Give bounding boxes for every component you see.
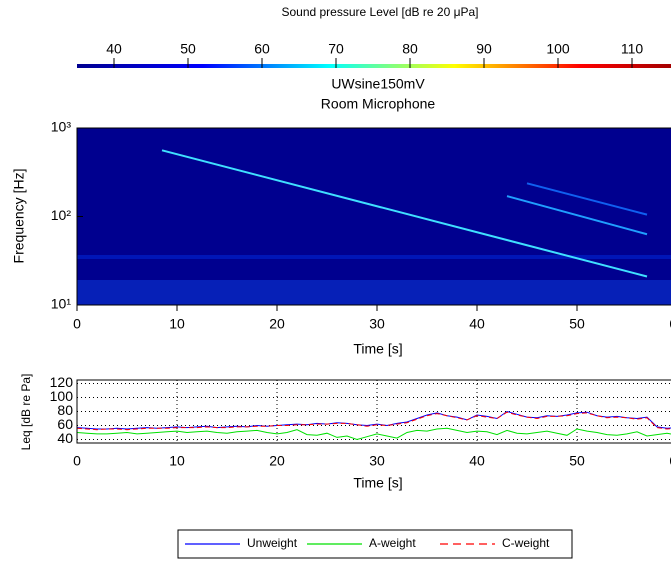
sweep-line <box>526 182 648 216</box>
spectrogram-background <box>77 128 671 305</box>
series-line <box>77 410 671 430</box>
x-tick-label: 40 <box>469 316 485 332</box>
colorbar-tick-label: 80 <box>402 41 418 57</box>
x-axis-label: Time [s] <box>353 475 402 491</box>
y-tick-label: 10² <box>51 207 72 223</box>
y-tick-label: 40 <box>57 430 73 446</box>
plot-area <box>77 128 671 305</box>
x-tick-label: 0 <box>73 316 81 332</box>
colorbar-tick-label: 60 <box>254 41 270 57</box>
x-axis-label: Time [s] <box>353 341 402 357</box>
sweep-line <box>506 195 648 236</box>
noise-band <box>77 280 671 305</box>
x-tick-label: 30 <box>369 453 385 469</box>
x-tick-label: 0 <box>73 453 81 469</box>
y-tick-label: 80 <box>57 402 73 418</box>
y-tick-label: 60 <box>57 416 73 432</box>
sweep-line <box>161 149 648 278</box>
x-tick-label: 30 <box>369 316 385 332</box>
series-line <box>77 411 671 431</box>
x-tick-label: 20 <box>269 453 285 469</box>
legend: Unweight A-weight C-weight <box>177 529 573 559</box>
y-axis-label: Leq [dB re Pa] <box>19 374 33 451</box>
chart-subtitle: Room Microphone <box>321 96 436 112</box>
colorbar-tick-label: 50 <box>180 41 196 57</box>
legend-box <box>177 529 573 559</box>
series-line <box>77 427 671 441</box>
colorbar-title: Sound pressure Level [dB re 20 μPa] <box>281 5 478 19</box>
colorbar-tick-label: 90 <box>476 41 492 57</box>
legend-label: Unweight <box>247 536 298 550</box>
x-tick-label: 10 <box>169 316 185 332</box>
y-axis-label: Frequency [Hz] <box>11 169 27 264</box>
y-tick-label: 120 <box>50 374 74 390</box>
x-tick-label: 20 <box>269 316 285 332</box>
y-tick-label: 10¹ <box>51 296 72 312</box>
x-tick-label: 50 <box>569 453 585 469</box>
plot-area <box>77 410 671 441</box>
y-tick-label: 100 <box>50 388 74 404</box>
legend-label: C-weight <box>502 536 550 550</box>
colorbar-tick-label: 70 <box>328 41 344 57</box>
x-tick-label: 60 <box>669 453 671 469</box>
colorbar <box>77 64 671 68</box>
colorbar-tick-label: 110 <box>621 41 644 57</box>
x-tick-label: 60 <box>669 316 671 332</box>
x-tick-label: 50 <box>569 316 585 332</box>
noise-band <box>77 255 671 259</box>
y-tick-label: 10³ <box>51 119 72 135</box>
colorbar-tick-label: 40 <box>106 41 122 57</box>
x-tick-label: 40 <box>469 453 485 469</box>
legend-label: A-weight <box>369 536 416 550</box>
chart-title: UWsine150mV <box>331 76 425 92</box>
plot-frame <box>76 379 671 444</box>
x-tick-label: 10 <box>169 453 185 469</box>
colorbar-tick-label: 100 <box>546 41 570 57</box>
